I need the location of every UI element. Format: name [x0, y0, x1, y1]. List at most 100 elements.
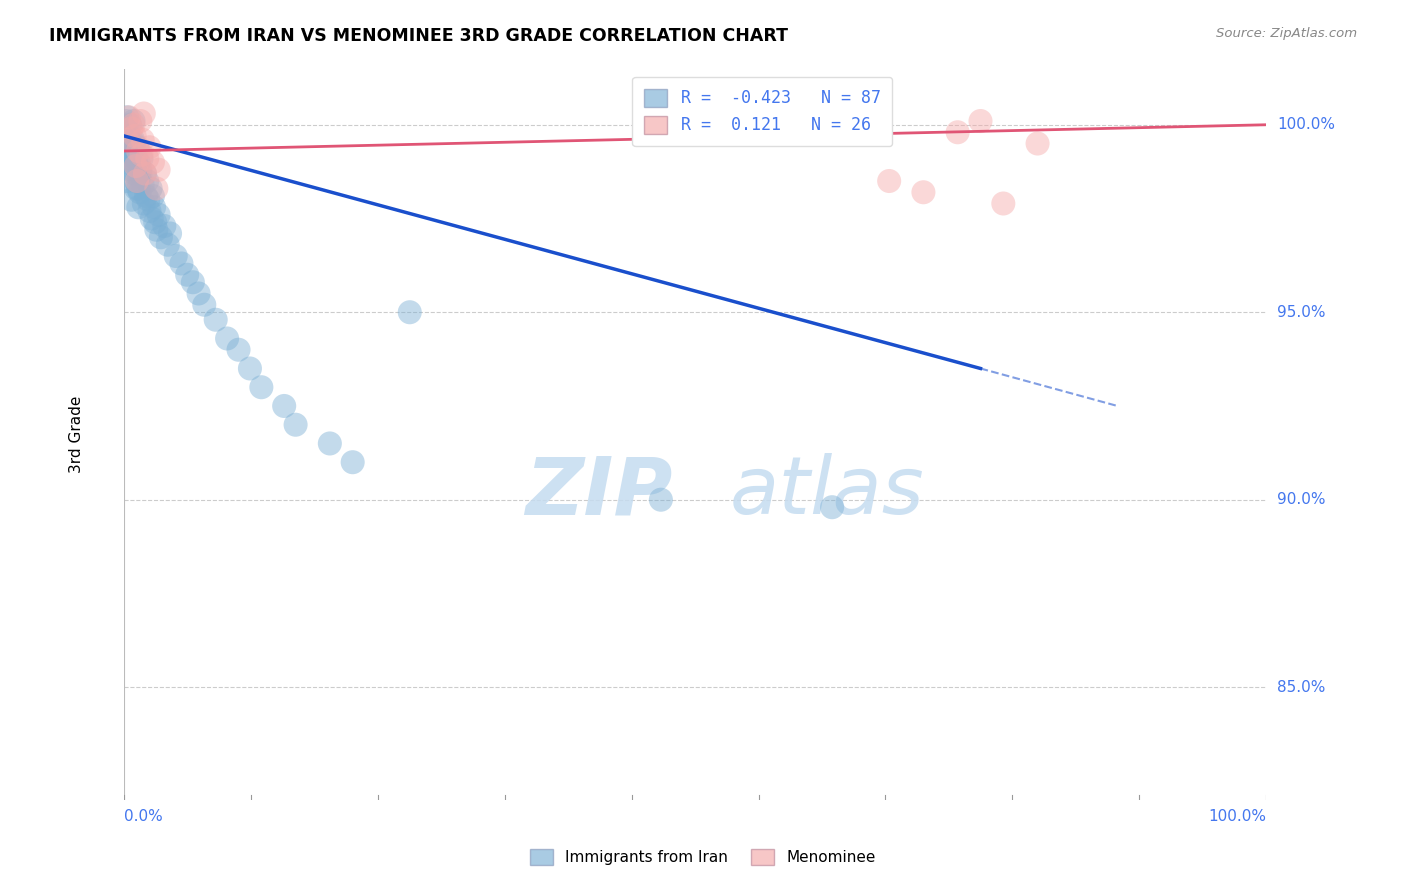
- Point: [115, 114, 138, 128]
- Point: [650, 492, 672, 507]
- Point: [142, 155, 165, 169]
- Text: atlas: atlas: [730, 453, 924, 532]
- Point: [143, 200, 166, 214]
- Point: [149, 230, 172, 244]
- Point: [128, 155, 150, 169]
- Text: IMMIGRANTS FROM IRAN VS MENOMINEE 3RD GRADE CORRELATION CHART: IMMIGRANTS FROM IRAN VS MENOMINEE 3RD GR…: [49, 27, 789, 45]
- Point: [273, 399, 295, 413]
- Point: [398, 305, 420, 319]
- Point: [204, 312, 226, 326]
- Point: [187, 286, 209, 301]
- Point: [156, 237, 179, 252]
- Point: [115, 133, 138, 147]
- Point: [121, 162, 143, 177]
- Point: [946, 125, 969, 139]
- Point: [117, 136, 139, 151]
- Point: [969, 114, 991, 128]
- Point: [125, 152, 148, 166]
- Point: [148, 208, 170, 222]
- Point: [118, 144, 141, 158]
- Point: [142, 189, 165, 203]
- Point: [131, 178, 153, 192]
- Point: [132, 196, 155, 211]
- Point: [145, 223, 167, 237]
- Point: [217, 331, 239, 345]
- Point: [912, 186, 935, 200]
- Point: [138, 193, 160, 207]
- Point: [143, 215, 166, 229]
- Text: 0.0%: 0.0%: [124, 809, 163, 824]
- Point: [228, 343, 250, 357]
- Point: [239, 361, 262, 376]
- Point: [342, 455, 364, 469]
- Point: [125, 159, 148, 173]
- Text: ZIP: ZIP: [524, 453, 672, 532]
- Point: [993, 196, 1015, 211]
- Point: [131, 152, 153, 166]
- Point: [122, 136, 145, 151]
- Point: [120, 140, 142, 154]
- Point: [134, 167, 156, 181]
- Point: [120, 152, 142, 166]
- Point: [319, 436, 342, 450]
- Point: [131, 147, 153, 161]
- Point: [821, 500, 844, 515]
- Point: [176, 268, 198, 282]
- Point: [159, 227, 181, 241]
- Text: 85.0%: 85.0%: [1277, 680, 1326, 695]
- Point: [683, 118, 706, 132]
- Point: [250, 380, 273, 394]
- Point: [129, 114, 152, 128]
- Point: [193, 298, 215, 312]
- Point: [127, 144, 149, 158]
- Point: [148, 162, 170, 177]
- Point: [127, 200, 149, 214]
- Point: [136, 174, 159, 188]
- Point: [124, 167, 146, 181]
- Point: [170, 256, 193, 270]
- Point: [136, 152, 159, 166]
- Point: [125, 174, 148, 188]
- Point: [114, 121, 136, 136]
- Point: [124, 128, 146, 143]
- Point: [120, 118, 142, 132]
- Point: [122, 133, 145, 147]
- Point: [141, 211, 163, 226]
- Point: [153, 219, 176, 233]
- Point: [165, 249, 187, 263]
- Point: [127, 140, 149, 154]
- Point: [121, 147, 143, 161]
- Point: [125, 181, 148, 195]
- Point: [117, 125, 139, 139]
- Point: [799, 121, 821, 136]
- Point: [129, 167, 152, 181]
- Point: [139, 181, 162, 195]
- Point: [122, 118, 145, 132]
- Point: [114, 155, 136, 169]
- Point: [129, 162, 152, 177]
- Text: 95.0%: 95.0%: [1277, 305, 1326, 319]
- Point: [115, 128, 138, 143]
- Text: 3rd Grade: 3rd Grade: [69, 395, 84, 473]
- Point: [115, 174, 138, 188]
- Point: [122, 155, 145, 169]
- Text: 90.0%: 90.0%: [1277, 492, 1326, 508]
- Point: [120, 193, 142, 207]
- Point: [128, 186, 150, 200]
- Point: [132, 106, 155, 120]
- Point: [120, 121, 142, 136]
- Point: [138, 140, 160, 154]
- Point: [122, 114, 145, 128]
- Point: [877, 174, 900, 188]
- Point: [284, 417, 307, 432]
- Point: [127, 181, 149, 195]
- Point: [118, 133, 141, 147]
- Point: [118, 147, 141, 161]
- Point: [125, 174, 148, 188]
- Point: [128, 170, 150, 185]
- Point: [135, 189, 157, 203]
- Point: [131, 133, 153, 147]
- Text: 100.0%: 100.0%: [1208, 809, 1265, 824]
- Legend: R =  -0.423   N = 87, R =  0.121   N = 26: R = -0.423 N = 87, R = 0.121 N = 26: [633, 77, 893, 146]
- Point: [138, 204, 160, 219]
